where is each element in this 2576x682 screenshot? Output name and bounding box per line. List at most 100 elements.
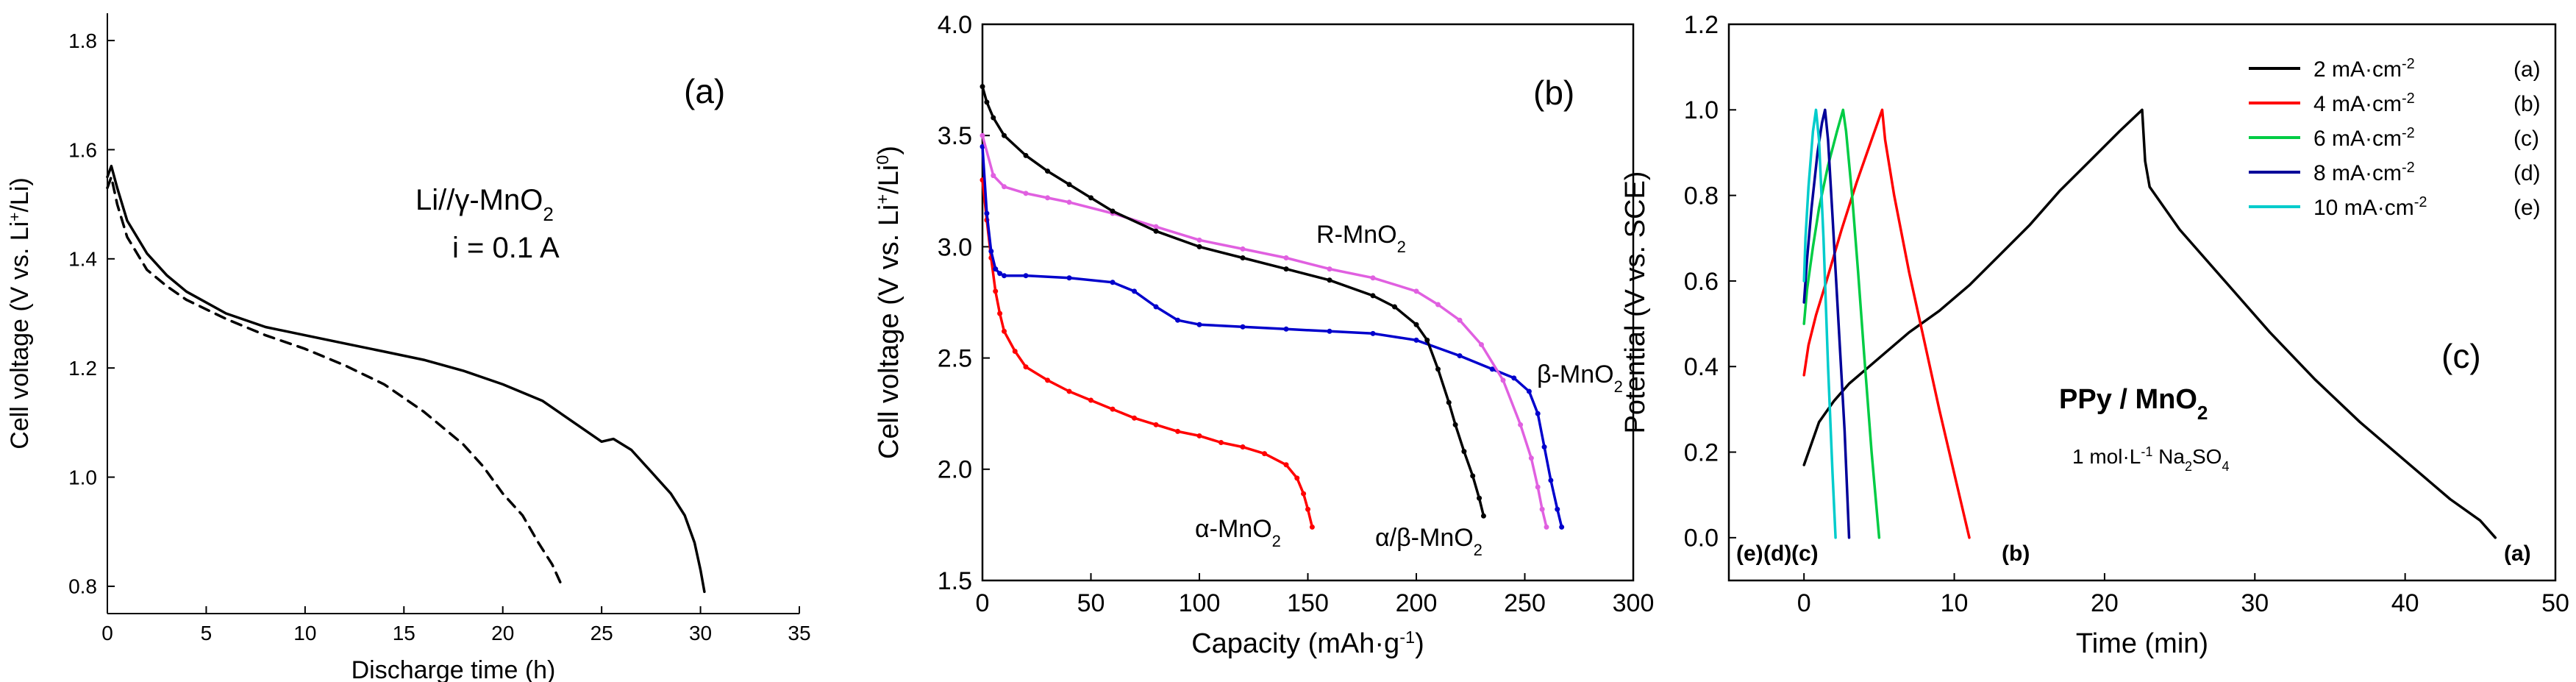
panel-b-data-point [991,115,996,121]
panel-b-data-point [980,132,985,138]
panel-b-data-point [1045,377,1050,383]
panel-b-data-point [1283,326,1289,332]
panel-b-data-point [1535,484,1541,490]
panel-b-data-point [1457,353,1463,359]
panel-b-data-point [1196,237,1202,243]
panel-b-y-tick-label: 2.5 [938,345,972,373]
panel-b-y-axis-label-sup2: 0 [873,155,892,165]
panel-c-series-group [1802,108,2497,539]
annotation-electrolyte-mid2: SO [2192,445,2222,468]
panel-b-data-point [1470,473,1476,479]
legend-label-pre: 10 mA·cm [2313,196,2414,220]
panel-b-x-tick-label: 100 [1179,589,1221,617]
panel-b-data-point [1066,275,1072,281]
panel-b-x-tick-label: 300 [1613,589,1655,617]
panel-b-data-point [1045,195,1050,201]
panel-b-data-point [1305,506,1310,512]
curve-end-label-4: (a) [2504,541,2531,566]
panel-b-data-point [1240,255,1246,261]
panel-c: 0 10 20 30 40 50 0.0 0.2 0.4 0.6 0.8 1.0 1.2 Time (mi… [1620,11,2569,659]
panel-b-data-point [980,84,985,90]
series-label-pre: α/β [1375,524,1411,552]
panel-b-data-point [997,310,1003,316]
panel-b-data-point [1045,168,1050,174]
panel-c-panel-label: (c) [2441,337,2481,375]
panel-b-data-point [1461,449,1467,455]
curve-end-label-2: (c) [1791,541,1819,566]
panel-b-data-point [1066,182,1072,188]
annotation-electrolyte-pre: 1 mol·L [2072,445,2141,468]
panel-b-y-tick-label: 4.0 [938,11,972,39]
panel-b-data-point [1500,377,1506,383]
panel-b-series-line-3 [981,85,1485,518]
panel-b-data-point [1002,328,1007,334]
panel-a-y-tick-label: 1.8 [68,29,97,52]
panel-b-data-point [1370,293,1376,299]
panel-b-data-point [1283,255,1289,261]
panel-b-y-axis-label-text: Cell voltage (V vs. Li [874,205,905,459]
panel-b-panel-label: (b) [1533,74,1574,112]
panel-b-data-point [1424,337,1430,343]
annotation-electrolyte-mid: Na [2152,445,2185,468]
legend-label-sup: -2 [2402,56,2415,72]
panel-c-x-axis-label-text: Time (min) [2076,628,2208,659]
legend-label-sup: -2 [2414,194,2427,210]
curve-end-label-1: (d) [1763,541,1791,566]
annotation-electrolyte-sub2: 4 [2222,459,2229,474]
annotation-cell-sub: 2 [543,203,553,225]
series-label-post: -MnO [1411,524,1474,552]
series-label-post: -MnO [1210,515,1272,543]
panel-b-data-point [1413,322,1419,327]
legend-label-1: 4 mA·cm-2 [2313,90,2415,116]
panel-b-data-point [1528,455,1534,461]
panel-b-data-point [1283,266,1289,272]
panel-b-data-point [991,173,996,179]
panel-b-data-point [988,248,994,254]
legend-label-sup: -2 [2402,90,2415,107]
annotation-electrolyte-sub1: 2 [2185,459,2192,474]
panel-b-data-point [1327,328,1332,334]
panel-b-data-point [984,99,990,105]
panel-b-data-point [1196,244,1202,249]
panel-b-data-point [1370,275,1376,281]
panel-b-data-point [1541,444,1547,450]
panel-a-y-tick-label: 1.0 [68,466,97,489]
panel-c-x-tick-label: 20 [2091,589,2119,617]
panel-c-y-tick-label: 0.0 [1684,525,1719,553]
series-label-sub: 2 [1614,377,1623,396]
panel-c-x-tick-label: 40 [2391,589,2419,617]
panel-b-data-point [1002,184,1007,190]
panel-b-data-point [1479,341,1484,347]
panel-b-data-point [1511,375,1517,381]
panel-b-data-point [1219,440,1224,446]
panel-b-data-point [1370,330,1376,336]
panel-b-data-point [997,271,1003,277]
panel-b-data-point [1110,406,1116,412]
panel-c-series-line-2 [1802,108,1881,539]
legend-label-4: 10 mA·cm-2 [2313,194,2427,220]
panel-b-y-tick-label: 3.0 [938,233,972,261]
panel-c-x-axis-label: Time (min) [2076,628,2208,659]
panel-b-data-point [1240,246,1246,252]
annotation-electrolyte: 1 mol·L-1 Na2SO4 [2072,444,2229,474]
panel-b-x-tick-label: 0 [976,589,990,617]
panel-a-x-tick-label: 35 [788,622,810,644]
panel-b-data-point [1489,366,1495,372]
panel-b-y-axis-label: Cell voltage (V vs. Li+/Li0) [873,146,905,459]
panel-b-data-point [1294,475,1300,481]
panel-b-data-point [1240,324,1246,330]
annotation-cell-post: -MnO [469,184,543,216]
series-label-sub: 2 [1397,238,1406,256]
panel-b-data-point [1153,228,1159,234]
panel-a-y-tick-label: 1.6 [68,138,97,161]
panel-b-y-axis-label-sup: + [873,194,892,205]
panel-b-data-point [1132,415,1137,421]
panel-b-y-tick-label: 1.5 [938,567,972,595]
legend-tag-0: (a) [2513,57,2541,82]
panel-b-data-point [1309,524,1315,530]
panel-b-data-point [1175,428,1180,434]
panel-b-y-tick-label: 3.5 [938,122,972,150]
curve-end-label-0: (e) [1736,541,1763,566]
panel-b-data-point [1535,411,1541,416]
